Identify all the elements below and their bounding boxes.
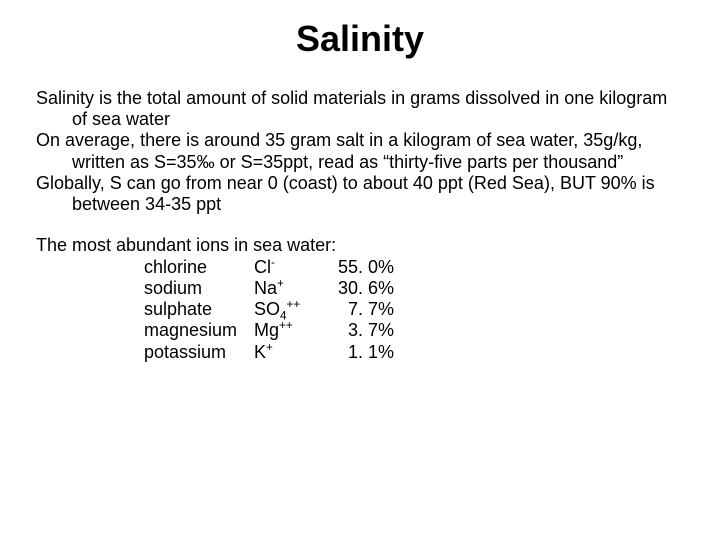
ion-symbol: Na+ — [254, 278, 324, 299]
ion-percent: 30. 6% — [324, 278, 394, 299]
spacer — [36, 215, 684, 235]
ion-symbol: K+ — [254, 342, 324, 363]
ion-row: potassium K+ 1. 1% — [144, 342, 684, 363]
slide: Salinity Salinity is the total amount of… — [0, 0, 720, 540]
ion-percent: 3. 7% — [324, 320, 394, 341]
ion-symbol: Mg++ — [254, 320, 324, 341]
ion-name: magnesium — [144, 320, 254, 341]
slide-title: Salinity — [36, 18, 684, 60]
ion-name: sulphate — [144, 299, 254, 320]
paragraph-4: The most abundant ions in sea water: — [36, 235, 684, 256]
ion-row: sodium Na+ 30. 6% — [144, 278, 684, 299]
ion-list: chlorine Cl- 55. 0% sodium Na+ 30. 6% su… — [36, 257, 684, 363]
ion-row: sulphate SO4++ 7. 7% — [144, 299, 684, 320]
ion-symbol: SO4++ — [254, 299, 324, 320]
ion-symbol: Cl- — [254, 257, 324, 278]
ion-row: chlorine Cl- 55. 0% — [144, 257, 684, 278]
ion-name: potassium — [144, 342, 254, 363]
paragraph-1: Salinity is the total amount of solid ma… — [36, 88, 684, 130]
ion-name: sodium — [144, 278, 254, 299]
paragraph-3: Globally, S can go from near 0 (coast) t… — [36, 173, 684, 215]
body-text: Salinity is the total amount of solid ma… — [36, 88, 684, 363]
ion-percent: 1. 1% — [324, 342, 394, 363]
ion-percent: 55. 0% — [324, 257, 394, 278]
ion-percent: 7. 7% — [324, 299, 394, 320]
paragraph-2: On average, there is around 35 gram salt… — [36, 130, 684, 172]
ion-name: chlorine — [144, 257, 254, 278]
ion-row: magnesium Mg++ 3. 7% — [144, 320, 684, 341]
